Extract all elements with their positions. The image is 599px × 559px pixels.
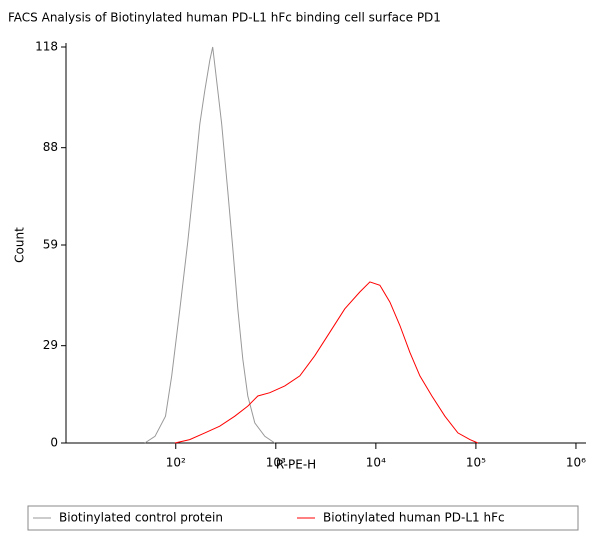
x-tick-label: 10³ (266, 456, 286, 470)
x-tick-label: 10⁴ (366, 456, 386, 470)
legend-label: Biotinylated control protein (59, 511, 223, 525)
legend-label: Biotinylated human PD-L1 hFc (323, 511, 505, 525)
x-tick-label: 10² (166, 456, 186, 470)
chart-title: FACS Analysis of Biotinylated human PD-L… (8, 11, 441, 25)
y-tick-label: 88 (43, 140, 58, 154)
y-tick-label: 118 (35, 40, 58, 54)
histogram-line (174, 281, 479, 444)
x-tick-label: 10⁵ (466, 456, 486, 470)
x-axis-label: R-PE-H (276, 458, 316, 472)
legend-box (27, 505, 579, 531)
y-tick-label: 59 (43, 238, 58, 252)
y-axis-label: Count (13, 227, 27, 263)
histogram-line (144, 46, 276, 444)
y-tick-label: 0 (50, 436, 58, 450)
x-tick-label: 10⁶ (566, 456, 586, 470)
y-tick-label: 29 (43, 338, 58, 352)
